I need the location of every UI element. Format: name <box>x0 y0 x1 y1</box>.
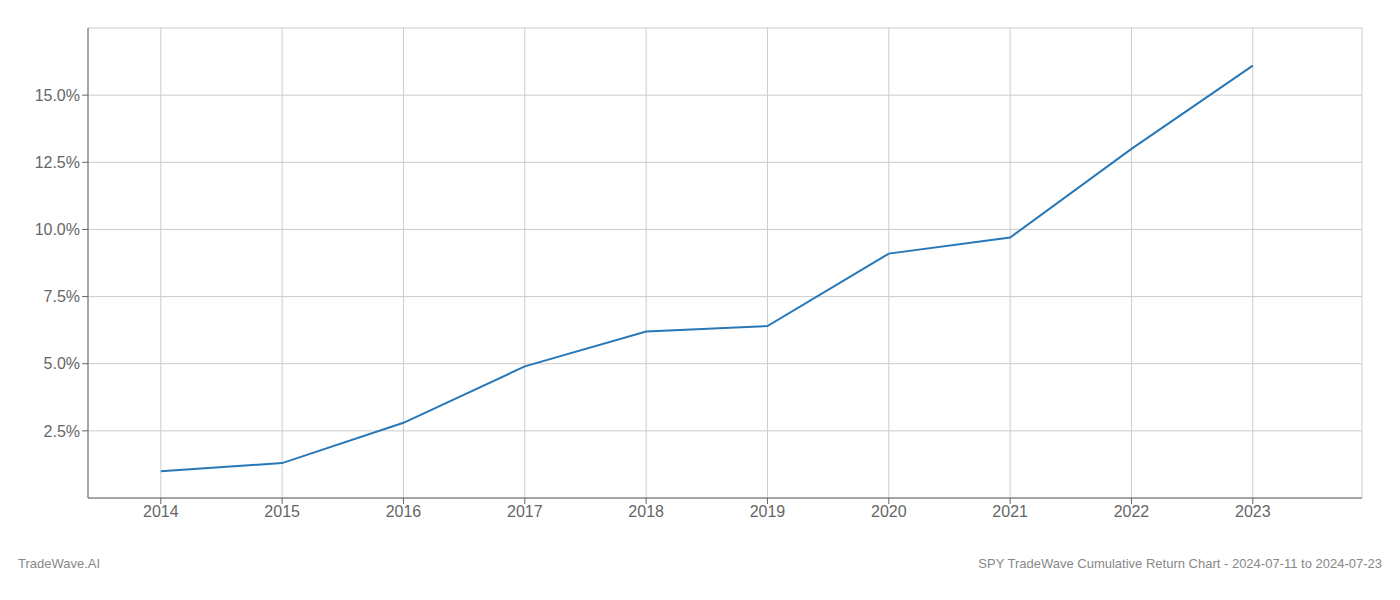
svg-text:2016: 2016 <box>386 503 422 520</box>
svg-text:10.0%: 10.0% <box>35 221 80 238</box>
svg-text:7.5%: 7.5% <box>44 288 80 305</box>
svg-text:2019: 2019 <box>750 503 786 520</box>
html-text:SPY TradeWave Cumulative Retur: SPY TradeWave Cumulative Return Chart - … <box>978 556 1382 571</box>
svg-text:2014: 2014 <box>143 503 179 520</box>
svg-text:2023: 2023 <box>1235 503 1271 520</box>
svg-text:2021: 2021 <box>992 503 1028 520</box>
html-text:TradeWave.AI: TradeWave.AI <box>18 556 101 571</box>
svg-text:2022: 2022 <box>1114 503 1150 520</box>
svg-text:12.5%: 12.5% <box>35 154 80 171</box>
svg-text:2.5%: 2.5% <box>44 423 80 440</box>
svg-text:2017: 2017 <box>507 503 543 520</box>
svg-text:2015: 2015 <box>264 503 300 520</box>
svg-text:2018: 2018 <box>628 503 664 520</box>
svg-text:15.0%: 15.0% <box>35 87 80 104</box>
svg-text:5.0%: 5.0% <box>44 355 80 372</box>
svg-text:2020: 2020 <box>871 503 907 520</box>
